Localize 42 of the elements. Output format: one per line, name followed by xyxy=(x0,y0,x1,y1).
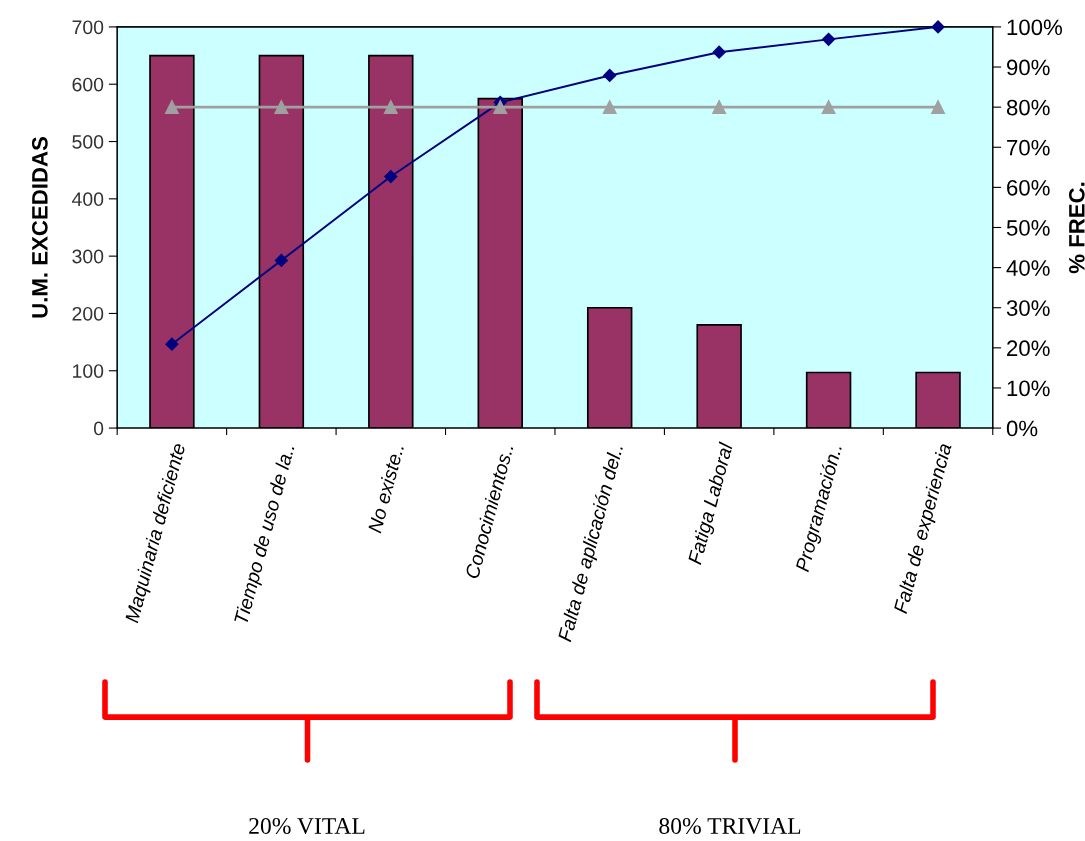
y2-tick-label: 40% xyxy=(1006,260,1050,276)
point xyxy=(165,337,179,351)
text: 20% VITAL xyxy=(249,817,365,835)
y2-tick-label: 100% xyxy=(1007,19,1063,36)
point xyxy=(384,169,398,184)
x-tick-label: No existe.. xyxy=(367,444,404,534)
point xyxy=(821,100,836,115)
y2-tick-label: 90% xyxy=(1007,59,1050,76)
point xyxy=(822,32,836,46)
y2-tick-label: 80% xyxy=(1006,99,1050,116)
y2-tick-label: 0% xyxy=(1006,420,1038,437)
y2-tick-label: 20% xyxy=(1007,340,1050,357)
y-tick-label: 600 xyxy=(72,77,104,92)
y2-tick-label: 70% xyxy=(1007,139,1050,156)
text: 80% TRIVIAL xyxy=(659,817,801,835)
point xyxy=(712,100,727,115)
point xyxy=(383,100,398,115)
point xyxy=(603,68,617,83)
x-tick-label: Fatiga Laboral xyxy=(687,441,737,566)
y-tick-label: 100 xyxy=(73,364,104,378)
point xyxy=(931,20,945,34)
point xyxy=(274,100,289,115)
y2-tick-label: 30% xyxy=(1006,300,1050,316)
y2-tick-label: 50% xyxy=(1006,220,1050,236)
y-tick-label: 200 xyxy=(72,306,104,321)
y-tick-label: 400 xyxy=(71,192,104,207)
y-tick-label: 0 xyxy=(93,421,104,436)
y2-tick-label: 60% xyxy=(1007,179,1050,196)
point xyxy=(164,100,179,115)
x-tick-label: Falta de aplicación del.. xyxy=(556,444,627,644)
point xyxy=(493,100,508,115)
y-tick-label: 700 xyxy=(72,20,104,35)
point xyxy=(931,100,945,115)
x-tick-label: Tiempo de uso de la.. xyxy=(233,444,299,626)
point xyxy=(274,253,288,267)
y-axis-title: U.M. EXCEDIDAS xyxy=(31,136,48,318)
y2-axis-title: % FREC. xyxy=(1068,182,1085,274)
y2-tick-label: 10% xyxy=(1007,380,1050,397)
point xyxy=(712,45,726,59)
y-tick-label: 500 xyxy=(72,135,104,149)
y-tick-label: 300 xyxy=(72,249,104,264)
point xyxy=(602,100,617,115)
